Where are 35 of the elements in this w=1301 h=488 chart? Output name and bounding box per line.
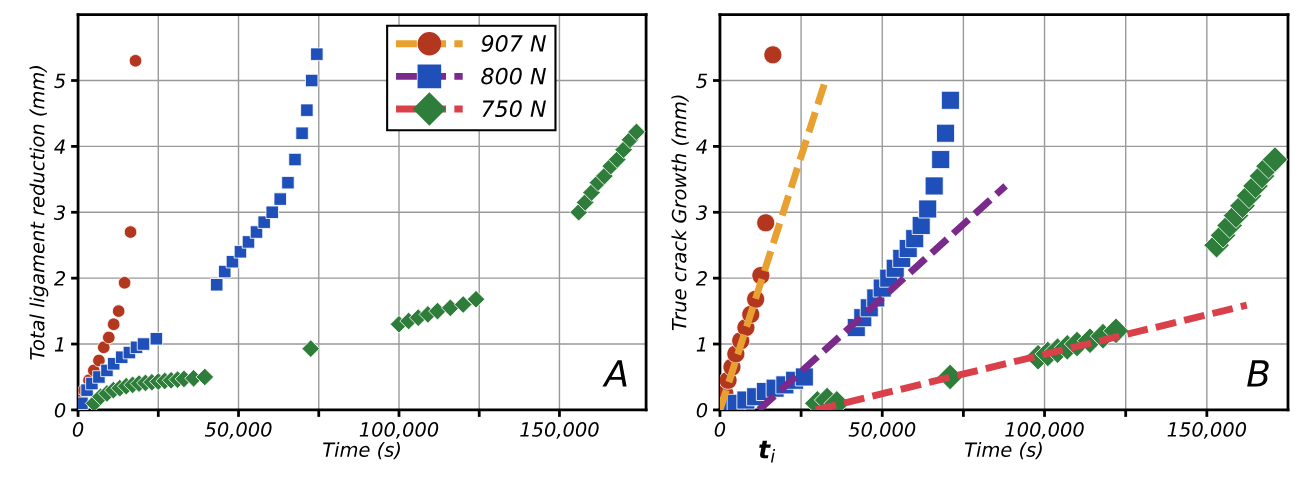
x-tick-label: 150,000: [1167, 422, 1247, 439]
y-axis-title: True crack Growth (mm): [671, 95, 689, 331]
y-tick-label: 5: [54, 73, 66, 89]
point: [936, 123, 955, 143]
y-axis-title: Total ligament reduction (mm): [29, 66, 49, 360]
point: [453, 295, 473, 314]
y-tick-label: 0: [54, 402, 66, 418]
annotation: t$_{i}$: [759, 440, 776, 463]
x-axis-title: Time (s): [964, 441, 1042, 460]
y-tick-label: 2: [53, 271, 66, 286]
x-axis-title: Time (s): [323, 441, 400, 460]
legend-label: 907 N: [481, 35, 546, 52]
y-tick-label: 4: [696, 139, 707, 154]
x-tick-label: 0: [72, 422, 84, 437]
y-tick-label: 1: [54, 337, 64, 352]
y-tick-label: 3: [53, 205, 65, 220]
x-tick-label: 100,000: [359, 422, 439, 439]
y-tick-label: 4: [54, 139, 65, 154]
point: [918, 199, 938, 219]
x-tick-label: 50,000: [204, 422, 272, 439]
legend-label: 800 N: [481, 67, 546, 85]
x-tick-label: 100,000: [1005, 422, 1084, 439]
y-tick-label: 3: [695, 205, 707, 220]
point: [1261, 146, 1288, 173]
y-tick-label: 2: [695, 271, 707, 286]
legend-label: 750 N: [482, 100, 546, 118]
x-tick-label: 50,000: [848, 422, 916, 439]
annotation: B: [1247, 360, 1269, 387]
y-tick-label: 5: [696, 73, 708, 89]
y-tick-label: 1: [696, 337, 706, 352]
y-tick-label: 0: [696, 402, 708, 418]
annotation: A: [602, 360, 627, 387]
x-tick-label: 0: [714, 422, 726, 437]
x-tick-label: 150,000: [520, 422, 599, 439]
point: [931, 150, 951, 170]
